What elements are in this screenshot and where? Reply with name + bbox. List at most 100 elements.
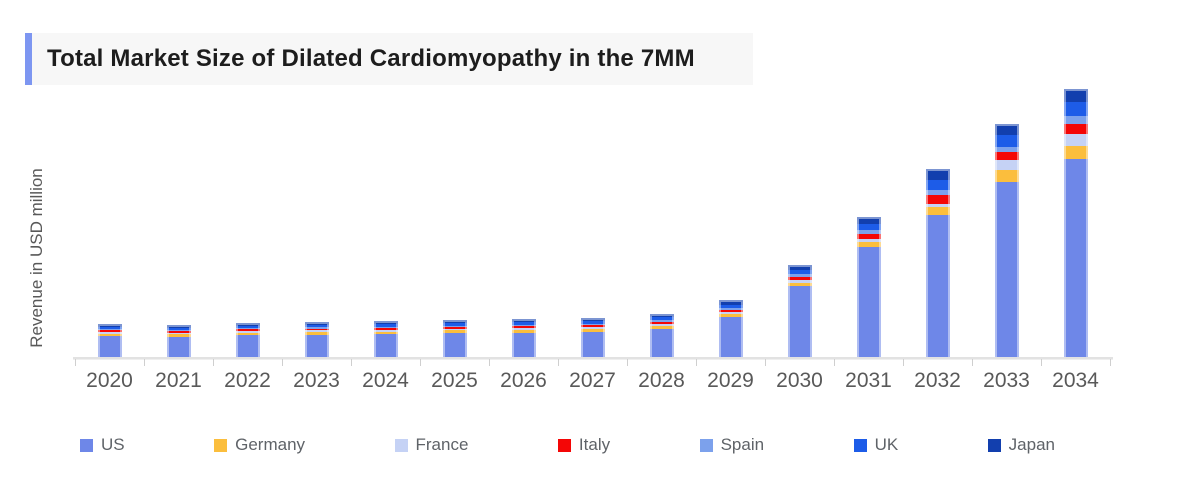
bar-segment-2033-germany[interactable] [994, 170, 1019, 182]
bar-segment-2026-spain[interactable] [511, 324, 536, 327]
bar-segment-2024-uk[interactable] [373, 324, 398, 327]
bar-segment-2023-italy[interactable] [304, 328, 329, 331]
bar-segment-2027-us[interactable] [580, 331, 605, 357]
bar-segment-2030-us[interactable] [787, 286, 812, 357]
bar-2023[interactable] [304, 322, 329, 357]
bar-2022[interactable] [235, 322, 260, 357]
bar-segment-2031-italy[interactable] [856, 233, 881, 239]
bar-segment-2028-france[interactable] [649, 324, 674, 326]
bar-2033[interactable] [994, 123, 1019, 357]
legend-item-uk[interactable]: UK [853, 435, 898, 455]
bar-segment-2020-spain[interactable] [97, 329, 122, 331]
bar-segment-2025-germany[interactable] [442, 330, 467, 334]
bar-segment-2031-us[interactable] [856, 247, 881, 357]
bar-segment-2030-spain[interactable] [787, 274, 812, 278]
bar-segment-2028-us[interactable] [649, 329, 674, 357]
bar-segment-2023-uk[interactable] [304, 324, 329, 328]
bar-segment-2034-spain[interactable] [1063, 115, 1088, 125]
bar-2031[interactable] [856, 217, 881, 357]
bar-segment-2020-uk[interactable] [97, 326, 122, 330]
bar-segment-2028-germany[interactable] [649, 325, 674, 329]
bar-segment-2032-uk[interactable] [925, 180, 950, 191]
bar-segment-2027-france[interactable] [580, 327, 605, 329]
bar-segment-2020-japan[interactable] [97, 324, 122, 327]
bar-segment-2024-japan[interactable] [373, 321, 398, 325]
bar-segment-2032-us[interactable] [925, 215, 950, 357]
bar-segment-2022-us[interactable] [235, 335, 260, 357]
bar-segment-2032-italy[interactable] [925, 195, 950, 204]
bar-segment-2026-japan[interactable] [511, 319, 536, 322]
bar-2021[interactable] [166, 325, 191, 357]
bar-segment-2031-spain[interactable] [856, 230, 881, 234]
bar-segment-2021-japan[interactable] [166, 325, 191, 328]
bar-segment-2034-us[interactable] [1063, 159, 1088, 357]
bar-segment-2026-uk[interactable] [511, 321, 536, 325]
bar-2032[interactable] [925, 168, 950, 357]
bar-segment-2025-uk[interactable] [442, 322, 467, 326]
bar-segment-2026-france[interactable] [511, 328, 536, 330]
bar-segment-2029-france[interactable] [718, 311, 743, 314]
bar-segment-2025-italy[interactable] [442, 326, 467, 329]
bar-segment-2030-uk[interactable] [787, 270, 812, 275]
bar-segment-2029-italy[interactable] [718, 309, 743, 312]
bar-segment-2025-spain[interactable] [442, 325, 467, 327]
bar-segment-2028-uk[interactable] [649, 317, 674, 321]
bar-segment-2024-italy[interactable] [373, 328, 398, 331]
bar-segment-2025-us[interactable] [442, 333, 467, 357]
bar-segment-2022-japan[interactable] [235, 322, 260, 326]
bar-segment-2032-spain[interactable] [925, 190, 950, 196]
bar-segment-2020-france[interactable] [97, 332, 122, 334]
legend-item-france[interactable]: France [394, 435, 468, 455]
bar-2024[interactable] [373, 321, 398, 357]
bar-segment-2033-japan[interactable] [994, 123, 1019, 136]
legend-item-us[interactable]: US [80, 435, 125, 455]
bar-segment-2027-spain[interactable] [580, 323, 605, 326]
bar-segment-2024-us[interactable] [373, 334, 398, 357]
bar-segment-2026-us[interactable] [511, 332, 536, 357]
bar-segment-2031-japan[interactable] [856, 217, 881, 224]
bar-2020[interactable] [97, 324, 122, 357]
bar-segment-2034-germany[interactable] [1063, 145, 1088, 159]
bar-segment-2021-france[interactable] [166, 332, 191, 335]
bar-2028[interactable] [649, 314, 674, 357]
bar-segment-2022-germany[interactable] [235, 332, 260, 336]
bar-segment-2033-us[interactable] [994, 182, 1019, 357]
bar-segment-2030-japan[interactable] [787, 265, 812, 271]
bar-segment-2028-japan[interactable] [649, 314, 674, 318]
bar-segment-2030-germany[interactable] [787, 282, 812, 287]
bar-segment-2020-germany[interactable] [97, 333, 122, 336]
bar-segment-2027-japan[interactable] [580, 317, 605, 321]
bar-segment-2028-italy[interactable] [649, 321, 674, 325]
bar-segment-2034-italy[interactable] [1063, 124, 1088, 135]
bar-segment-2029-japan[interactable] [718, 300, 743, 305]
legend-item-italy[interactable]: Italy [557, 435, 610, 455]
bar-segment-2024-spain[interactable] [373, 326, 398, 329]
bar-segment-2033-france[interactable] [994, 160, 1019, 171]
bar-segment-2023-us[interactable] [304, 334, 329, 357]
legend-item-japan[interactable]: Japan [987, 435, 1055, 455]
bar-segment-2030-france[interactable] [787, 280, 812, 283]
bar-segment-2034-uk[interactable] [1063, 102, 1088, 116]
bar-segment-2022-uk[interactable] [235, 325, 260, 329]
bar-segment-2024-germany[interactable] [373, 331, 398, 335]
bar-segment-2023-germany[interactable] [304, 331, 329, 335]
bar-segment-2025-japan[interactable] [442, 319, 467, 323]
bar-segment-2033-italy[interactable] [994, 152, 1019, 161]
bar-segment-2031-germany[interactable] [856, 242, 881, 247]
bar-segment-2031-france[interactable] [856, 238, 881, 242]
bar-segment-2021-spain[interactable] [166, 329, 191, 332]
bar-segment-2030-italy[interactable] [787, 277, 812, 281]
bar-segment-2021-germany[interactable] [166, 334, 191, 337]
bar-segment-2032-germany[interactable] [925, 207, 950, 216]
bar-segment-2021-italy[interactable] [166, 331, 191, 333]
bar-segment-2031-uk[interactable] [856, 223, 881, 231]
bar-segment-2020-us[interactable] [97, 336, 122, 357]
bar-segment-2029-spain[interactable] [718, 307, 743, 310]
bar-segment-2029-germany[interactable] [718, 313, 743, 317]
bar-segment-2033-spain[interactable] [994, 147, 1019, 153]
bar-segment-2021-us[interactable] [166, 336, 191, 357]
bar-segment-2032-japan[interactable] [925, 168, 950, 181]
legend-item-germany[interactable]: Germany [214, 435, 305, 455]
bar-segment-2034-japan[interactable] [1063, 89, 1088, 103]
bar-segment-2023-japan[interactable] [304, 322, 329, 325]
